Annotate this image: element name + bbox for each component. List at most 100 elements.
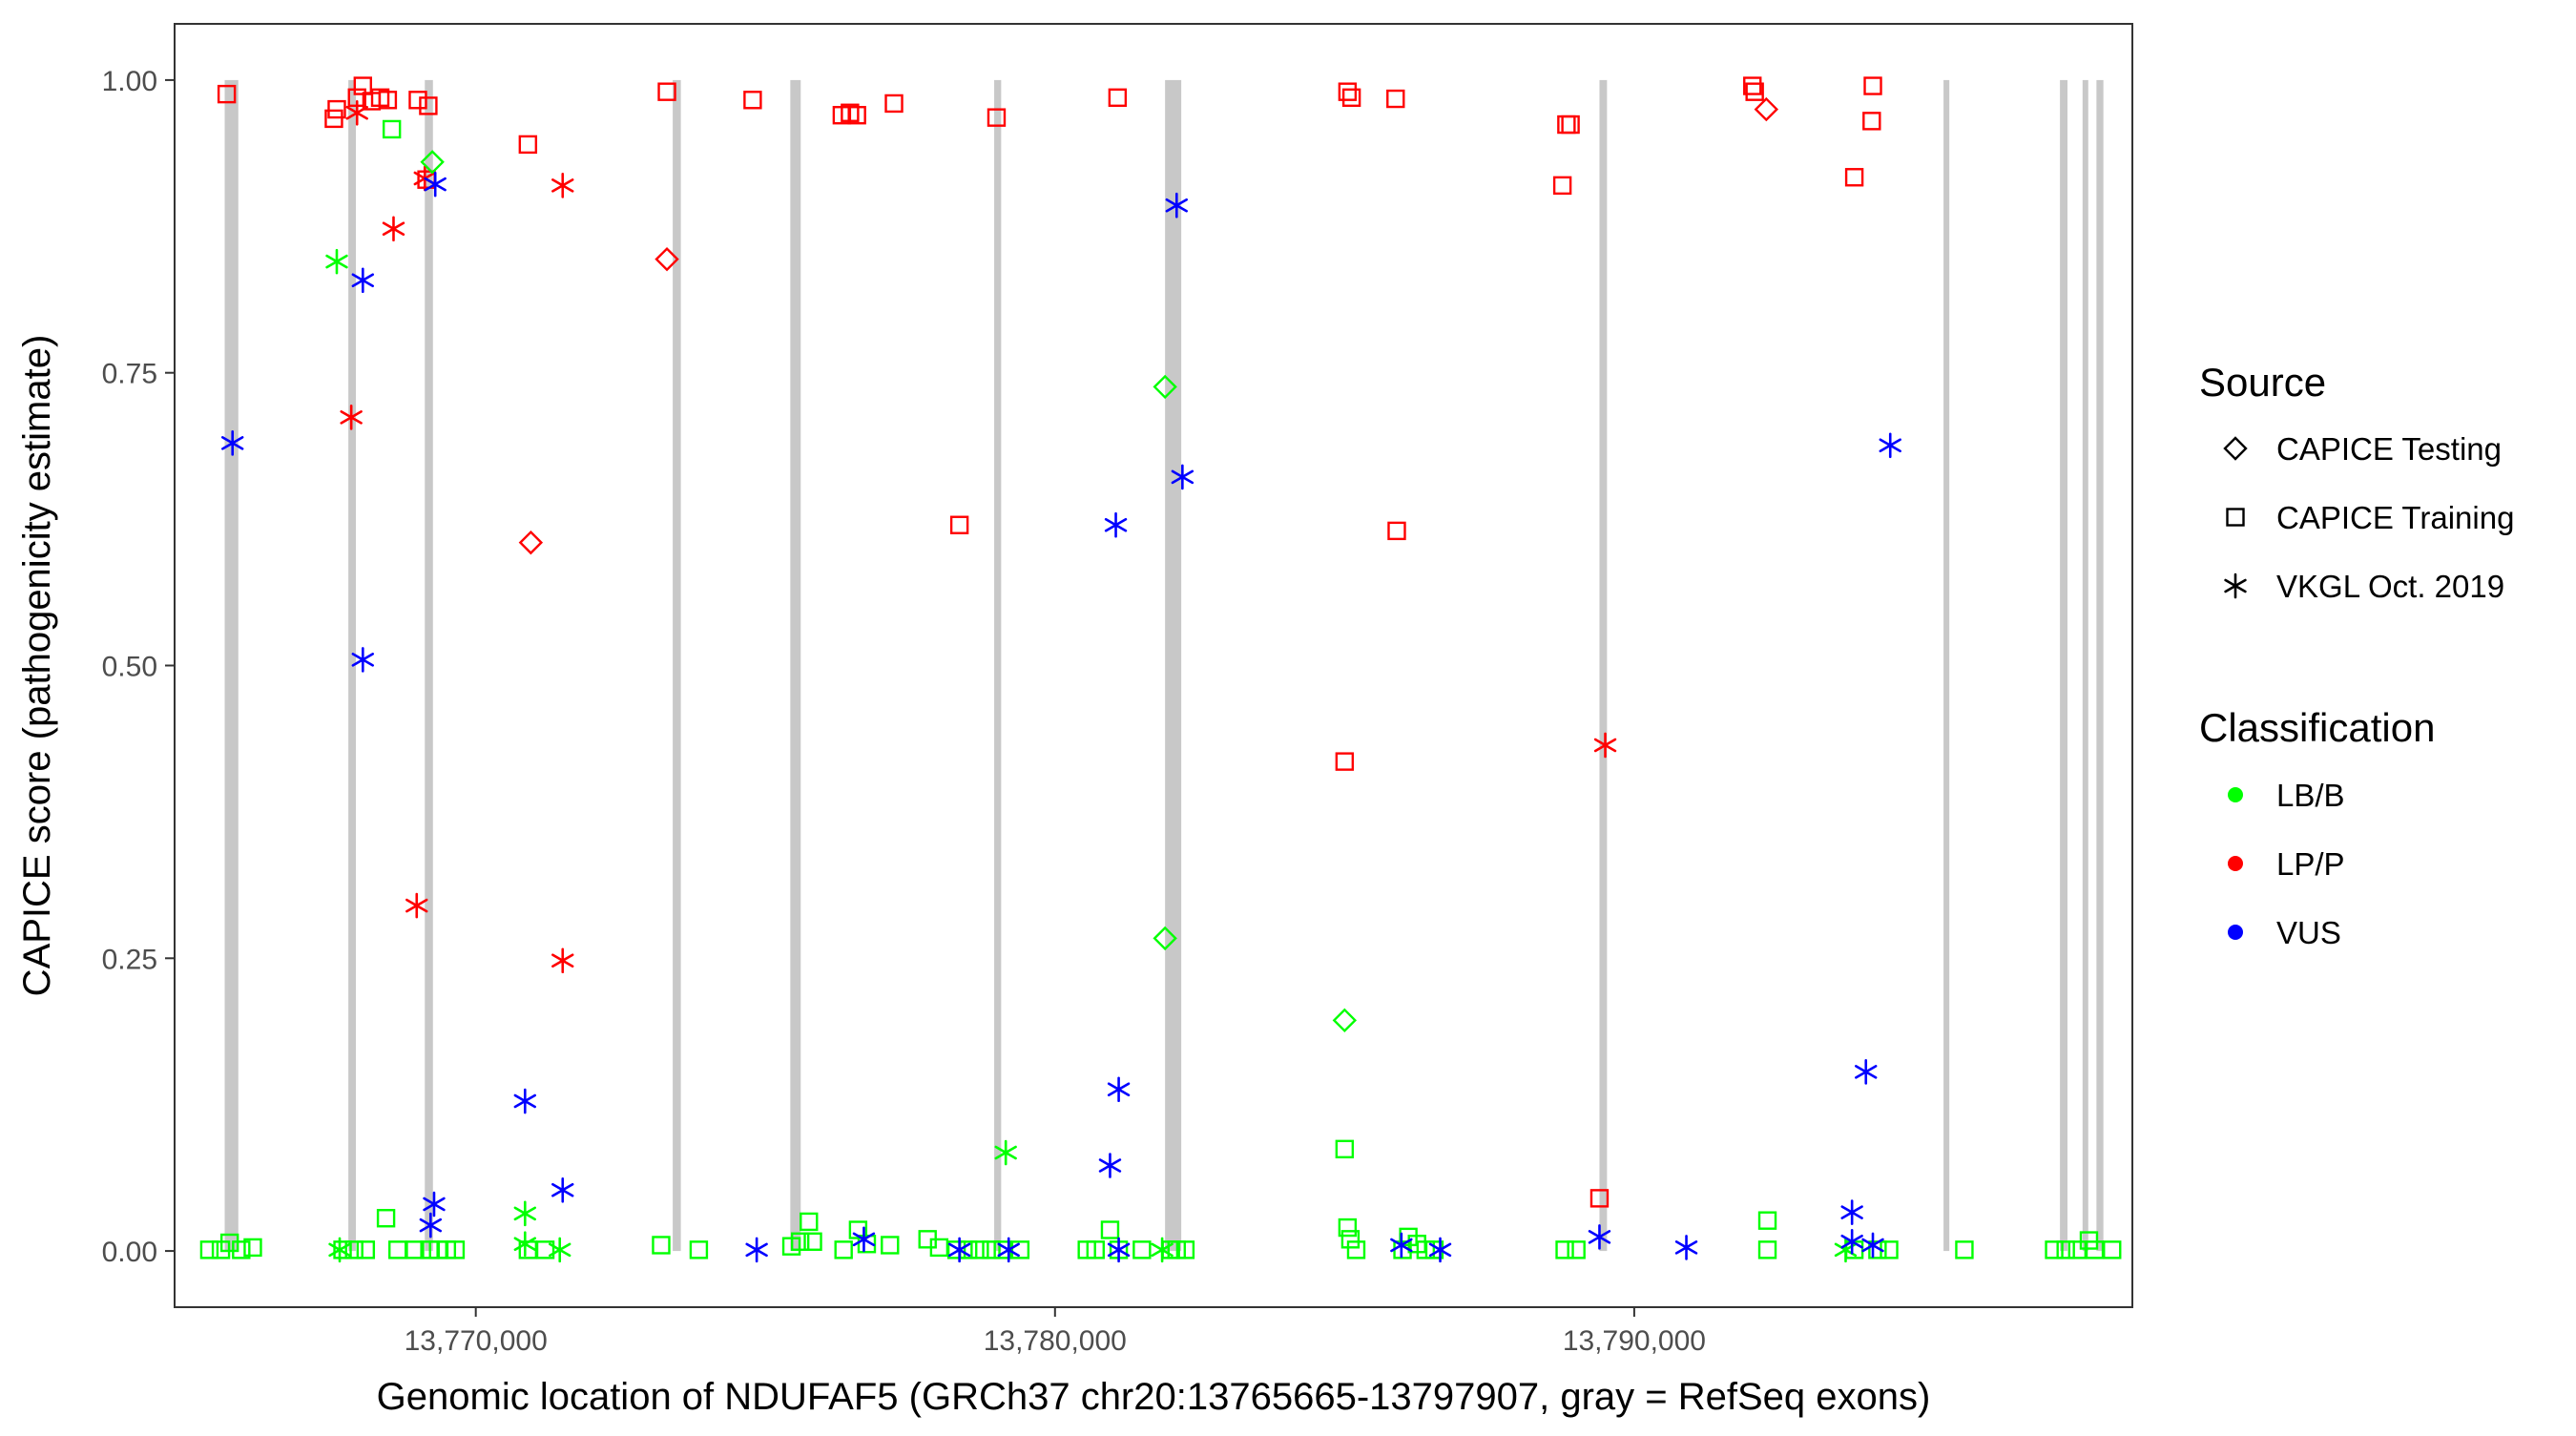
point-square-lbb xyxy=(356,1240,376,1259)
legend-entry-source: CAPICE Testing xyxy=(2223,431,2502,467)
point-asterisk-vus xyxy=(1107,1076,1131,1103)
point-square-lbb xyxy=(1340,1230,1361,1249)
point-asterisk-vus xyxy=(1104,511,1128,538)
point-asterisk-vus xyxy=(1861,1232,1884,1259)
point-square-lbb xyxy=(834,1240,853,1259)
point-asterisk-vus xyxy=(423,1191,446,1217)
legend-entry-source: VKGL Oct. 2019 xyxy=(2224,569,2504,604)
point-asterisk-vus xyxy=(1098,1153,1122,1178)
legend-label: CAPICE Training xyxy=(2276,500,2514,535)
point-asterisk-vus xyxy=(997,1237,1020,1263)
point-asterisk-lpp xyxy=(551,173,574,198)
point-square-lpp xyxy=(657,82,676,101)
exon-bar xyxy=(224,79,239,1252)
point-square-lbb xyxy=(243,1238,262,1258)
point-asterisk-vus xyxy=(1855,1059,1878,1085)
x-tick-label: 13,770,000 xyxy=(405,1325,548,1357)
point-square-lbb xyxy=(1567,1240,1586,1259)
point-diamond-lpp xyxy=(1754,96,1779,122)
point-diamond-lbb xyxy=(420,150,445,175)
point-square-lpp xyxy=(1335,752,1355,771)
point-asterisk-vus xyxy=(1428,1237,1452,1263)
point-square-lbb xyxy=(388,1240,407,1259)
legend: Source Classification CAPICE TestingCAPI… xyxy=(2199,360,2514,950)
point-asterisk-vus xyxy=(1588,1224,1611,1250)
point-asterisk-vus xyxy=(419,1212,443,1238)
point-square-lbb xyxy=(1175,1240,1195,1259)
exon-bar xyxy=(1943,79,1950,1252)
point-square-lbb xyxy=(929,1238,949,1258)
point-square-lpp xyxy=(1552,176,1572,196)
point-square-lpp xyxy=(1862,112,1881,131)
points-layer xyxy=(199,76,2122,1263)
point-asterisk-lbb xyxy=(513,1231,536,1258)
point-diamond-lbb xyxy=(1332,1008,1358,1033)
legend-entry-classification: LB/B xyxy=(2228,778,2345,813)
point-asterisk-vus xyxy=(351,267,374,294)
point-square-lbb xyxy=(376,1209,396,1228)
legend-key-dot xyxy=(2228,787,2243,802)
point-square-lpp xyxy=(1561,114,1580,135)
y-axis-title: CAPICE score (pathogenicity estimate) xyxy=(16,335,58,997)
point-square-lbb xyxy=(652,1236,671,1255)
point-asterisk-vus xyxy=(1171,464,1195,490)
exon-bar xyxy=(673,79,681,1252)
legend-entries: CAPICE Testing CAPICE Training VKGL Oct. 2… xyxy=(2223,431,2514,950)
point-square-lpp xyxy=(408,91,427,110)
point-square-lbb xyxy=(982,1240,1001,1259)
point-square-lpp xyxy=(1589,1189,1610,1208)
point-square-lbb xyxy=(2085,1240,2105,1259)
point-square-lbb xyxy=(2056,1240,2075,1259)
point-square-lpp xyxy=(217,84,237,104)
point-square-lbb xyxy=(2103,1240,2122,1259)
point-square-lbb xyxy=(1338,1217,1358,1238)
exon-bar xyxy=(425,79,433,1252)
point-square-lpp xyxy=(847,106,866,125)
point-square-lbb xyxy=(881,1236,900,1255)
point-asterisk-vus xyxy=(351,647,374,673)
point-diamond-lbb xyxy=(1153,926,1177,951)
point-asterisk-lpp xyxy=(1593,732,1617,759)
point-square-lpp xyxy=(987,108,1007,127)
exon-layer xyxy=(224,79,2104,1252)
y-tick-label: 0.75 xyxy=(102,359,157,390)
point-square-lpp xyxy=(1863,76,1882,95)
point-square-lpp xyxy=(1743,76,1762,95)
point-square-lpp xyxy=(324,109,343,129)
exon-bar xyxy=(994,79,1002,1252)
x-axis-title: Genomic location of NDUFAF5 (GRCh37 chr2… xyxy=(377,1376,1931,1418)
y-tick-label: 0.00 xyxy=(102,1237,157,1268)
point-diamond-lbb xyxy=(1153,374,1177,400)
point-asterisk-lbb xyxy=(328,1237,351,1263)
point-asterisk-lbb xyxy=(994,1139,1017,1166)
point-asterisk-vus xyxy=(221,430,244,456)
point-asterisk-lbb xyxy=(1151,1237,1174,1263)
legend-classification-title: Classification xyxy=(2199,705,2435,750)
legend-key-dot xyxy=(2228,925,2243,940)
point-asterisk-lbb xyxy=(325,248,348,275)
point-square-lbb xyxy=(803,1232,822,1251)
point-asterisk-lpp xyxy=(405,892,428,919)
x-tick-label: 13,780,000 xyxy=(984,1325,1127,1357)
point-square-lpp xyxy=(327,99,346,119)
legend-label: VUS xyxy=(2276,915,2341,950)
point-square-lpp xyxy=(518,135,538,155)
legend-label: LP/P xyxy=(2276,846,2345,882)
point-square-lpp xyxy=(949,515,969,534)
point-asterisk-lbb xyxy=(513,1200,536,1227)
exon-bar xyxy=(2096,79,2104,1252)
legend-entry-source: CAPICE Training xyxy=(2226,500,2514,535)
point-square-lpp xyxy=(1844,168,1864,187)
point-square-lbb xyxy=(333,1240,352,1259)
point-square-lbb xyxy=(1100,1220,1120,1239)
point-square-lbb xyxy=(446,1240,466,1259)
point-square-lbb xyxy=(1132,1240,1152,1259)
point-asterisk-lpp xyxy=(382,216,405,242)
point-square-lbb xyxy=(1555,1240,1574,1259)
point-asterisk-vus xyxy=(1674,1235,1698,1260)
point-asterisk-vus xyxy=(1390,1232,1413,1259)
point-square-lpp xyxy=(1341,88,1361,108)
